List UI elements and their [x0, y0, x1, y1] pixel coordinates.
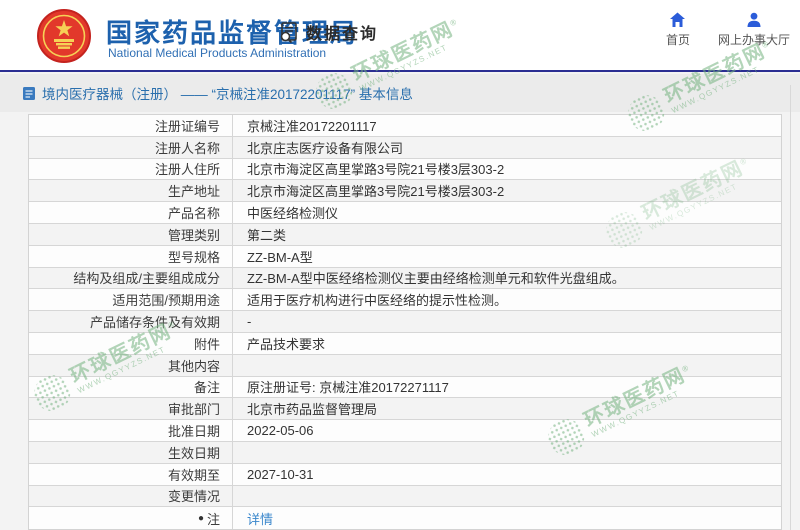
table-row: 注册人住所 北京市海淀区高里掌路3号院21号楼3层303-2 [29, 158, 781, 181]
row-label: 产品储存条件及有效期 [29, 311, 233, 332]
row-value: 2022-05-06 [247, 423, 314, 439]
note-pin-icon: ● [197, 512, 204, 524]
info-table: 注册证编号 京械注准20172201117 注册人名称 北京庄志医疗设备有限公司 注册人… [28, 114, 782, 530]
data-query-section[interactable]: 数据查询 [278, 20, 378, 44]
row-value: 北京市海淀区高里掌路3号院21号楼3层303-2 [247, 162, 505, 178]
table-row: 适用范围/预期用途 适用于医疗机构进行中医经络的提示性检测。 [29, 289, 781, 312]
table-row: 型号规格 ZZ-BM-A型 [29, 245, 781, 268]
breadcrumb-strip: 境内医疗器械（注册） —— “京械注准20172201117” 基本信息 [0, 74, 800, 112]
table-row: 附件 产品技术要求 [29, 332, 781, 355]
row-value: 适用于医疗机构进行中医经络的提示性检测。 [247, 293, 508, 309]
row-label: 产品名称 [29, 202, 233, 223]
agency-subtitle: National Medical Products Administration [108, 46, 327, 60]
row-label: 注册证编号 [29, 115, 233, 136]
row-value [233, 486, 781, 507]
content-area: 注册证编号 京械注准20172201117 注册人名称 北京庄志医疗设备有限公司 注册人… [0, 112, 800, 530]
row-value: ZZ-BM-A型中医经络检测仪主要由经络检测单元和软件光盘组成。 [247, 271, 625, 287]
table-row: 有效期至 2027-10-31 [29, 463, 781, 486]
table-row: 变更情况 [29, 485, 781, 508]
table-row: 产品储存条件及有效期 - [29, 311, 781, 333]
row-value: 详情 [233, 507, 781, 529]
row-value [233, 442, 781, 463]
row-value: 北京庄志医疗设备有限公司 [247, 140, 404, 156]
document-icon [23, 86, 35, 100]
nav-service-hall[interactable]: 网上办事大厅 [718, 12, 790, 48]
table-row: 其他内容 [29, 354, 781, 377]
row-label: 变更情况 [29, 485, 233, 507]
row-value: 2027-10-31 [247, 466, 314, 482]
row-label: 其他内容 [29, 354, 233, 376]
row-label: 生产地址 [29, 180, 233, 202]
site-header: 国家药品监督管理局 National Medical Products Admi… [0, 0, 800, 72]
data-query-label: 数据查询 [306, 26, 379, 43]
table-row: 注册证编号 京械注准20172201117 [29, 115, 781, 137]
table-row: 结构及组成/主要组成成分 ZZ-BM-A型中医经络检测仪主要由经络检测单元和软件光… [29, 267, 781, 290]
table-row: 审批部门 北京市药品监督管理局 [29, 398, 781, 421]
table-row: 备注 原注册证号: 京械注准20172271117 [29, 376, 781, 399]
row-label: 结构及组成/主要组成成分 [29, 267, 233, 289]
row-label: 管理类别 [29, 223, 233, 245]
nav-home-label: 首页 [665, 33, 690, 47]
row-value: 中医经络检测仪 [247, 206, 339, 222]
panel-edge-divider [790, 85, 791, 530]
row-value: 京械注准20172201117 [247, 118, 377, 134]
table-row: 生效日期 [29, 441, 781, 464]
row-label: 附件 [29, 332, 233, 354]
detail-link[interactable]: 详情 [247, 511, 274, 527]
row-value [233, 355, 781, 376]
person-icon [747, 12, 761, 27]
table-row: 管理类别 第二类 [29, 223, 781, 246]
row-value: 第二类 [247, 227, 287, 243]
row-value: 原注册证号: 京械注准20172271117 [247, 380, 449, 396]
nav-home[interactable]: 首页 [666, 12, 690, 48]
row-value: 产品技术要求 [247, 336, 326, 352]
top-navigation: 首页 网上办事大厅 [666, 12, 790, 48]
row-label: 生效日期 [29, 441, 233, 463]
row-label: 注册人住所 [29, 158, 233, 180]
nav-service-hall-label: 网上办事大厅 [717, 33, 790, 47]
row-value: - [247, 314, 252, 330]
row-label: 备注 [29, 376, 233, 398]
page-title: 境内医疗器械（注册） —— “京械注准20172201117” 基本信息 [42, 87, 413, 102]
national-emblem-logo [37, 9, 91, 63]
agency-title: 国家药品监督管理局 [106, 18, 359, 48]
table-row: 批准日期 2022-05-06 [29, 420, 781, 442]
row-label: 型号规格 [29, 245, 233, 267]
row-label: 注册人名称 [29, 136, 233, 158]
row-label: ● 注 [29, 507, 233, 530]
data-query-icon [280, 22, 297, 43]
row-label: 适用范围/预期用途 [29, 289, 233, 311]
table-row: 产品名称 中医经络检测仪 [29, 202, 781, 224]
table-row: 生产地址 北京市海淀区高里掌路3号院21号楼3层303-2 [29, 180, 781, 203]
row-label: 有效期至 [29, 463, 233, 485]
row-value: ZZ-BM-A型 [247, 249, 313, 265]
row-value: 北京市药品监督管理局 [247, 402, 378, 418]
row-label: 审批部门 [29, 398, 233, 420]
row-label: 批准日期 [29, 420, 233, 441]
home-icon [670, 12, 686, 27]
table-row: 注册人名称 北京庄志医疗设备有限公司 [29, 136, 781, 159]
row-value: 北京市海淀区高里掌路3号院21号楼3层303-2 [247, 184, 505, 200]
table-row: ● 注详情 [29, 507, 781, 530]
